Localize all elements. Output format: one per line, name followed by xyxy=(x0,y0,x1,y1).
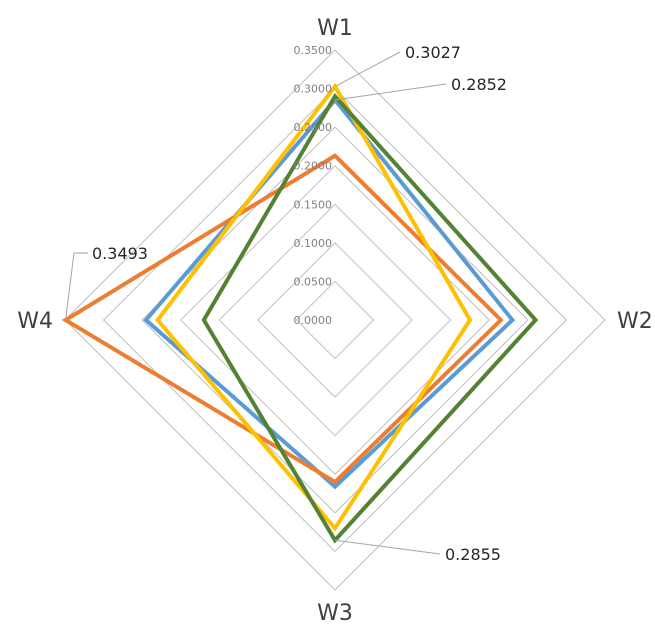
tick-labels: 0.0000 0.0500 0.1000 0.1500 0.2000 0.2500 0.30… xyxy=(294,44,333,327)
grid-ring-2 xyxy=(257,242,413,398)
tick-label-1: 0.0500 xyxy=(294,275,333,288)
callout-label-2: 0.3493 xyxy=(92,244,148,263)
data-callouts: 0.3027 0.2852 0.3493 0.2855 xyxy=(65,43,507,564)
axis-label-w1: W1 xyxy=(317,16,353,41)
callout-label-1: 0.2852 xyxy=(451,75,507,94)
grid-ring-1 xyxy=(295,280,375,360)
axis-label-w3: W3 xyxy=(317,601,353,626)
tick-label-3: 0.1500 xyxy=(294,198,333,211)
grid-ring-6 xyxy=(102,87,568,553)
callout-leader-3 xyxy=(334,539,441,555)
grid-ring-7 xyxy=(64,49,606,591)
callout-label-0: 0.3027 xyxy=(405,43,461,62)
axis-label-w4: W4 xyxy=(17,309,53,334)
axis-labels: W1 W2 W3 W4 xyxy=(17,16,653,626)
callout-leader-1 xyxy=(334,83,447,101)
callout-leader-2 xyxy=(65,252,88,321)
series-line-1 xyxy=(61,153,504,485)
tick-label-4: 0.2000 xyxy=(294,160,333,173)
series-line-2 xyxy=(155,82,473,532)
series-line-0 xyxy=(143,96,516,490)
grid-rings xyxy=(64,49,606,591)
tick-label-6: 0.3000 xyxy=(294,83,333,96)
axis-label-w2: W2 xyxy=(617,309,653,334)
tick-label-2: 0.1000 xyxy=(294,237,333,250)
tick-label-7: 0.3500 xyxy=(294,44,333,57)
tick-label-5: 0.2500 xyxy=(294,121,333,134)
grid-ring-4 xyxy=(180,165,490,475)
grid-ring-3 xyxy=(218,203,452,437)
callout-label-3: 0.2855 xyxy=(445,545,501,564)
callout-leader-0 xyxy=(334,51,401,87)
tick-label-0: 0.0000 xyxy=(294,314,333,327)
